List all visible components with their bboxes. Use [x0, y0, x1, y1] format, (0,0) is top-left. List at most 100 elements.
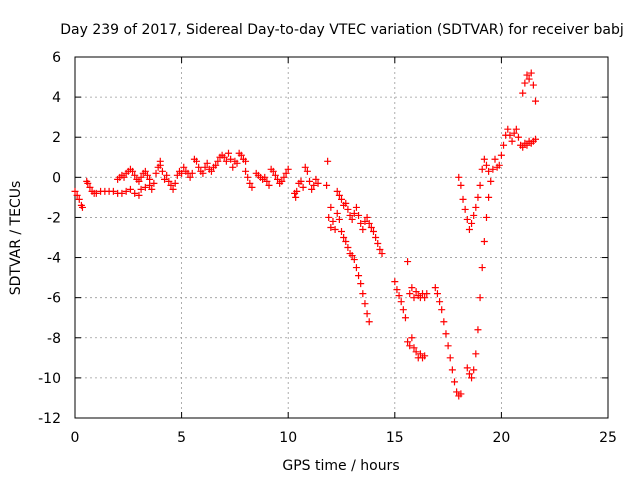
x-tick-label: 0: [71, 430, 80, 446]
data-point: [448, 366, 456, 374]
data-point: [363, 213, 371, 221]
data-point: [171, 179, 179, 187]
data-point: [459, 195, 467, 203]
data-point: [135, 177, 143, 185]
plot-frame: [74, 56, 609, 419]
data-point: [487, 177, 495, 185]
data-point: [514, 133, 522, 141]
y-tick-label: -12: [38, 411, 61, 427]
data-point: [476, 181, 484, 189]
y-tick-label: -4: [47, 251, 61, 267]
x-tick-label: 20: [492, 430, 510, 446]
data-point: [519, 89, 527, 97]
data-point: [214, 157, 222, 165]
data-point: [303, 167, 311, 175]
data-point: [406, 290, 414, 298]
data-point: [472, 203, 480, 211]
data-point: [355, 272, 363, 280]
data-point: [135, 191, 143, 199]
y-tick-label: 6: [52, 50, 61, 66]
data-point: [78, 203, 86, 211]
data-point: [193, 157, 201, 165]
y-tick-label: -8: [47, 331, 61, 347]
data-point: [482, 161, 490, 169]
data-point: [225, 149, 233, 157]
data-point: [340, 234, 348, 241]
data-point: [293, 187, 301, 195]
y-tick-label: 4: [52, 90, 61, 106]
data-point: [512, 125, 520, 133]
data-point: [265, 181, 273, 189]
data-point: [173, 171, 181, 179]
data-point: [472, 350, 480, 358]
data-point: [523, 141, 531, 149]
data-point: [212, 161, 220, 169]
data-point: [84, 179, 92, 187]
data-point: [367, 223, 375, 231]
data-point: [412, 348, 420, 356]
data-point: [148, 185, 156, 193]
data-point: [525, 75, 533, 83]
data-point: [401, 314, 409, 322]
data-point: [126, 185, 134, 193]
y-tick-label: 0: [52, 170, 61, 186]
data-point: [327, 203, 335, 211]
data-point: [433, 290, 441, 298]
data-point: [143, 171, 151, 179]
data-point: [152, 169, 160, 177]
data-point: [357, 219, 365, 227]
data-point: [329, 217, 337, 225]
chart-title: Day 239 of 2017, Sidereal Day-to-day VTE…: [60, 22, 623, 38]
y-tick-label: -10: [38, 371, 61, 387]
data-point: [324, 157, 332, 165]
data-point: [489, 165, 497, 173]
data-point: [146, 181, 154, 189]
data-point: [333, 187, 341, 195]
data-point: [327, 223, 335, 231]
data-point: [410, 294, 418, 302]
data-point: [342, 199, 350, 207]
data-point: [297, 177, 305, 185]
data-point: [312, 175, 320, 183]
data-point: [263, 177, 271, 185]
data-point: [363, 310, 371, 318]
data-point: [359, 290, 367, 298]
data-point: [292, 193, 300, 201]
data-point: [299, 183, 307, 191]
data-point: [474, 326, 482, 334]
data-point: [506, 131, 514, 139]
data-point: [361, 300, 369, 308]
data-point: [350, 256, 358, 264]
data-point: [282, 169, 290, 177]
data-point: [521, 79, 529, 87]
data-point: [391, 278, 399, 286]
data-point: [169, 185, 177, 193]
data-point: [470, 366, 478, 374]
data-point: [408, 334, 416, 342]
data-point: [444, 342, 452, 350]
x-tick-label: 10: [279, 430, 297, 446]
data-point: [86, 183, 94, 191]
data-point: [233, 159, 241, 167]
data-point: [306, 177, 314, 185]
data-point: [137, 173, 145, 181]
data-point: [137, 185, 145, 193]
data-point: [195, 163, 203, 171]
data-point: [278, 177, 286, 185]
data-point: [374, 240, 382, 248]
data-point: [325, 213, 333, 221]
data-point: [269, 167, 277, 175]
data-point: [361, 217, 369, 225]
data-point: [141, 183, 149, 191]
data-point: [246, 179, 254, 187]
data-point: [355, 211, 363, 219]
data-point: [404, 258, 412, 266]
x-tick-label: 15: [386, 430, 404, 446]
data-point: [207, 167, 215, 175]
data-point: [438, 306, 446, 314]
data-point: [163, 171, 171, 179]
data-point: [457, 181, 465, 189]
data-point: [455, 173, 463, 181]
y-tick-label: -2: [47, 210, 61, 226]
data-point: [73, 191, 81, 199]
